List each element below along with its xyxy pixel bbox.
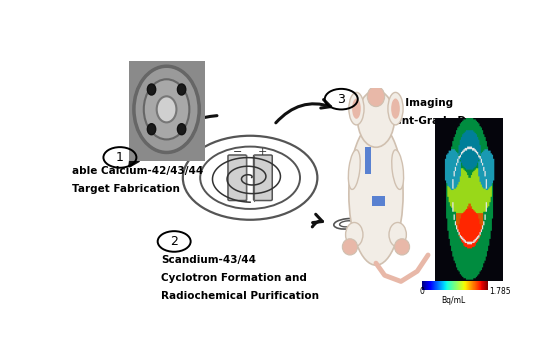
Text: able Calcium-42/43/44: able Calcium-42/43/44 [72, 166, 203, 176]
Text: 2: 2 [170, 235, 178, 248]
Text: Medical Imaging: Medical Imaging [356, 98, 452, 108]
Text: of Patient-Grade Drugs: of Patient-Grade Drugs [356, 116, 492, 126]
Text: −: − [234, 147, 242, 157]
Text: Scandium-43/44: Scandium-43/44 [161, 256, 256, 265]
Text: Target Fabrication: Target Fabrication [72, 184, 180, 194]
FancyBboxPatch shape [254, 155, 272, 201]
FancyBboxPatch shape [228, 155, 246, 201]
Text: Radiochemical Purification: Radiochemical Purification [161, 291, 319, 301]
Text: 3: 3 [337, 93, 345, 106]
Text: 1: 1 [116, 151, 124, 164]
Text: Cyclotron Formation and: Cyclotron Formation and [161, 273, 307, 283]
Text: +: + [258, 147, 267, 157]
